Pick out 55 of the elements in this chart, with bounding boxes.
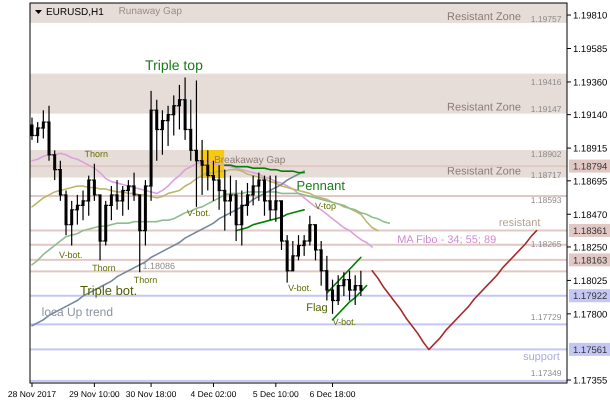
y-tick-label: 1.18915: [573, 144, 608, 155]
ref-line-label: 1.17561: [573, 344, 608, 356]
y-tick-label: 1.19810: [573, 10, 608, 22]
y-tick-label: 1.19360: [573, 77, 608, 88]
annotation: Flag: [306, 302, 328, 314]
annotation: Runaway Gap: [118, 6, 182, 17]
ref-line-label: 1.18794: [573, 162, 608, 173]
annotation: 1.17729: [530, 312, 562, 322]
annotation: Thorn: [134, 275, 158, 285]
annotation: V-bot.: [186, 208, 210, 218]
line-series: [235, 209, 305, 232]
x-tick-label: 6 Dec 18:00: [310, 389, 356, 399]
y-tick-label: 1.17355: [573, 376, 608, 387]
annotation: 1.17349: [530, 368, 562, 378]
y-tick-label: 1.19140: [573, 110, 608, 122]
annotation: 1.18086: [142, 261, 176, 271]
x-tick-label: 29 Nov 10:00: [69, 389, 120, 399]
annotation: V-bot.: [58, 250, 82, 260]
band-label: Resistant Zone: [447, 102, 521, 114]
annotation: resistant: [498, 217, 540, 229]
annotation: 1.18717: [530, 170, 562, 180]
annotation: support: [523, 351, 560, 363]
line-series: [31, 168, 379, 232]
annotation: V-bot.: [288, 283, 312, 293]
annotation: V-bot.: [332, 317, 356, 327]
ref-line-label: 1.17922: [573, 291, 608, 302]
annotation: Thorn: [92, 263, 116, 273]
annotation: MA Fibo - 34; 55; 89: [397, 234, 496, 246]
annotation: 1.19147: [530, 104, 562, 114]
x-tick-label: 28 Nov 2017: [8, 389, 56, 399]
y-tick-label: 1.19585: [573, 44, 608, 55]
y-tick-label: 1.18695: [573, 176, 608, 188]
ref-line-label: 1.18163: [573, 255, 608, 266]
annotation: 1.19757: [530, 14, 562, 24]
annotation: 1.19416: [530, 77, 562, 87]
line-series: [326, 256, 362, 294]
y-tick-label: 1.18025: [573, 276, 608, 287]
annotation: Triple bot.: [80, 283, 138, 298]
chart-title: EURUSD,H1: [46, 7, 104, 18]
annotation: 1.18902: [530, 149, 562, 159]
annotation: Thorn: [84, 149, 108, 159]
annotation: 1.18593: [530, 195, 562, 205]
annotation: V-top: [314, 201, 336, 211]
x-tick-label: 4 Dec 02:00: [190, 389, 237, 399]
y-tick-label: 1.18250: [573, 242, 608, 254]
x-tick-label: 5 Dec 10:00: [252, 389, 300, 399]
annotation: 1.18265: [530, 239, 562, 249]
annotation: Pennant: [296, 178, 346, 193]
y-tick-label: 1.18470: [573, 210, 608, 221]
y-tick-label: 1.17800: [573, 309, 608, 320]
band-label: Resistant Zone: [447, 10, 521, 23]
x-tick-label: 30 Nov 18:00: [126, 389, 177, 399]
ref-line-label: 1.18361: [573, 226, 608, 237]
band-label: Resistant Zone: [447, 166, 521, 178]
annotation: Triple top: [145, 57, 204, 73]
